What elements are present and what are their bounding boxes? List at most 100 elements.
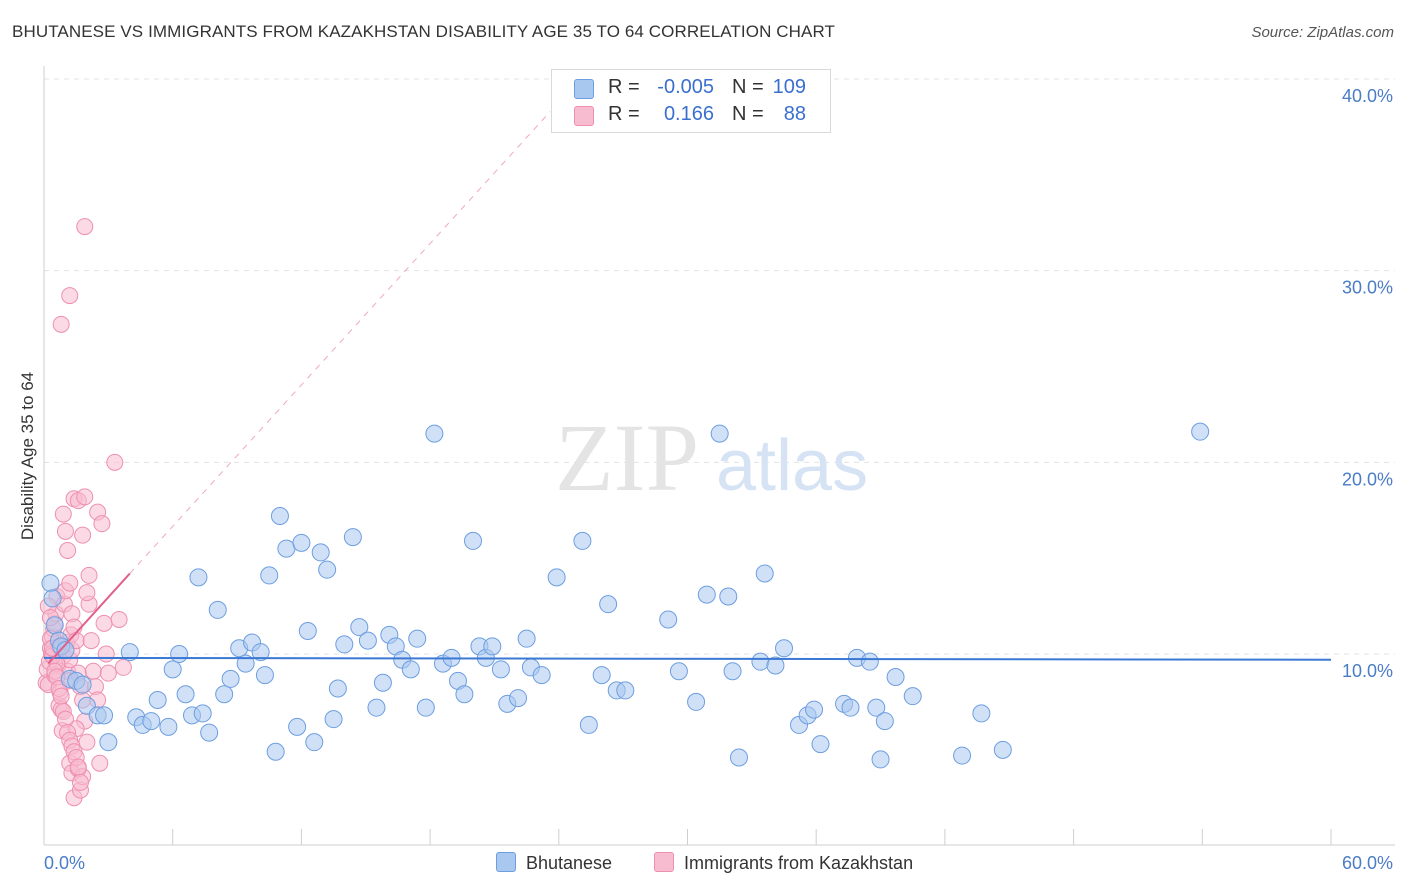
chart-title: BHUTANESE VS IMMIGRANTS FROM KAZAKHSTAN … [12, 22, 836, 41]
data-point-bhutanese [401, 660, 420, 679]
data-point-kazakhstan [61, 287, 79, 305]
series-kazakhstan-points [37, 218, 132, 807]
series-bhutanese-points [41, 422, 1210, 769]
legend-r-label: R = [608, 76, 640, 98]
data-point-bhutanese [766, 656, 785, 675]
data-point-bhutanese [517, 629, 536, 648]
legend-swatch-pink [574, 106, 594, 126]
data-point-bhutanese [288, 717, 307, 736]
data-point-bhutanese [73, 675, 92, 694]
data-point-bhutanese [903, 687, 922, 706]
data-point-bhutanese [193, 704, 212, 723]
data-point-bhutanese [491, 660, 510, 679]
trend-line-bhutanese [43, 656, 1332, 661]
data-point-kazakhstan [52, 315, 70, 333]
data-point-bhutanese [408, 629, 427, 648]
data-point-bhutanese [532, 666, 551, 685]
legend-row-kazakhstan: R = 0.166 N = 88 [552, 101, 830, 127]
data-point-bhutanese [215, 685, 234, 704]
data-point-kazakhstan [93, 515, 111, 533]
data-point-bhutanese [95, 706, 114, 725]
data-point-bhutanese [159, 717, 178, 736]
data-point-bhutanese [200, 723, 219, 742]
data-point-bhutanese [579, 715, 598, 734]
data-point-bhutanese [616, 681, 635, 700]
data-point-bhutanese [270, 507, 289, 525]
y-tick-label: 30.0% [1342, 278, 1393, 298]
data-point-bhutanese [710, 424, 729, 443]
data-point-bhutanese [176, 685, 195, 704]
data-point-bhutanese [142, 712, 161, 731]
legend-r-value: 0.166 [663, 103, 714, 125]
data-point-bhutanese [775, 639, 794, 658]
data-point-kazakhstan [110, 611, 128, 628]
data-point-bhutanese [260, 566, 279, 585]
data-point-kazakhstan [76, 488, 94, 506]
data-point-bhutanese [311, 543, 330, 562]
data-point-kazakhstan [106, 453, 124, 471]
data-point-kazakhstan [61, 574, 79, 592]
y-axis-title: Disability Age 35 to 64 [18, 372, 37, 540]
bottom-legend-label: Bhutanese [526, 853, 613, 873]
data-point-kazakhstan [91, 754, 109, 772]
data-point-bhutanese [324, 710, 343, 729]
data-point-kazakhstan [56, 522, 74, 540]
trend-lines [43, 111, 1332, 665]
data-point-bhutanese [350, 618, 369, 637]
axes [43, 66, 1395, 846]
data-point-bhutanese [189, 568, 208, 587]
data-point-bhutanese [751, 652, 770, 671]
data-point-bhutanese [277, 539, 296, 558]
data-point-bhutanese [697, 585, 716, 604]
bottom-legend-swatch-pink [654, 852, 674, 872]
data-point-bhutanese [455, 685, 474, 704]
data-point-kazakhstan [59, 542, 77, 559]
legend-n-label: N = [732, 103, 764, 125]
data-point-bhutanese [343, 528, 362, 547]
data-point-bhutanese [292, 533, 311, 552]
bottom-legend-label: Immigrants from Kazakhstan [684, 853, 914, 873]
trend-line-kazakhstan-extension [129, 111, 551, 574]
data-point-kazakhstan [52, 687, 70, 705]
y-tick-label: 10.0% [1342, 661, 1393, 681]
data-point-bhutanese [416, 698, 435, 717]
data-point-bhutanese [993, 740, 1012, 759]
data-point-bhutanese [599, 595, 618, 614]
data-point-bhutanese [208, 600, 227, 619]
data-point-bhutanese [867, 698, 886, 717]
data-point-bhutanese [547, 568, 566, 587]
legend-r-label: R = [608, 103, 640, 125]
data-point-bhutanese [464, 531, 482, 550]
data-point-bhutanese [811, 735, 830, 754]
data-point-bhutanese [335, 635, 354, 654]
data-point-bhutanese [509, 689, 528, 708]
legend-r-value: -0.005 [657, 76, 714, 98]
data-point-kazakhstan [80, 566, 98, 584]
data-point-bhutanese [305, 733, 324, 752]
source-label: Source: ZipAtlas.com [1251, 24, 1394, 41]
data-point-bhutanese [755, 564, 774, 583]
data-point-bhutanese [318, 560, 337, 579]
data-point-bhutanese [886, 668, 905, 686]
data-point-bhutanese [373, 673, 392, 692]
data-point-bhutanese [170, 645, 189, 663]
data-point-bhutanese [99, 733, 118, 752]
legend-n-value: 88 [783, 103, 806, 125]
legend-swatch-blue [574, 79, 594, 99]
legend-n-label: N = [732, 76, 764, 98]
data-point-bhutanese [972, 704, 991, 723]
legend-row-bhutanese: R = -0.005 N = 109 [552, 74, 830, 100]
data-point-bhutanese [953, 746, 972, 765]
data-point-bhutanese [148, 691, 167, 709]
data-point-kazakhstan [54, 505, 72, 523]
data-point-bhutanese [45, 616, 64, 635]
data-point-kazakhstan [114, 658, 132, 676]
bottom-legend-bhutanese: Bhutanese [496, 852, 612, 874]
tick-labels: 10.0% 20.0% 30.0% 40.0% 0.0% 60.0% [44, 86, 1393, 873]
data-point-bhutanese [236, 654, 255, 673]
data-point-bhutanese [163, 660, 182, 679]
data-point-kazakhstan [74, 526, 92, 544]
data-point-bhutanese [298, 622, 317, 640]
data-point-bhutanese [255, 666, 274, 685]
